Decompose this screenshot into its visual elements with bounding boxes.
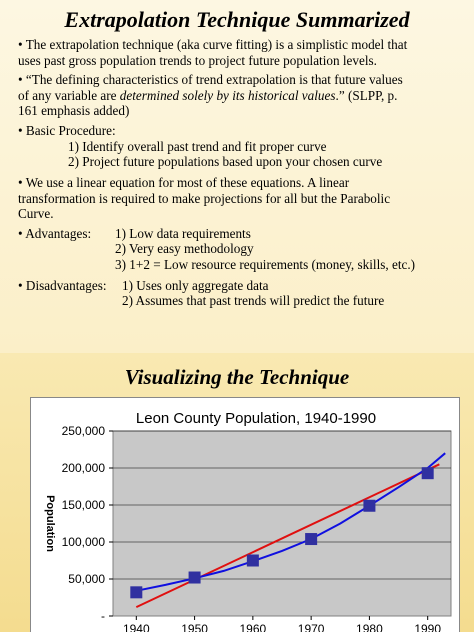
bullet-text: “The defining characteristics of trend e… (25, 72, 403, 88)
bullet-text: of any variable are (18, 87, 120, 103)
emphasized-text: determined solely by its historical valu… (119, 87, 336, 103)
bullet-marker: • (18, 225, 23, 241)
y-tick-label: 50,000 (68, 572, 105, 586)
bullet-basic-procedure: • Basic Procedure: 1) Identify overall p… (18, 123, 458, 171)
advantage-item: 2) Very easy methodology (115, 241, 254, 257)
bullet-text: Curve. (18, 206, 54, 222)
slide-title-visualizing: Visualizing the Technique (124, 365, 350, 389)
data-point (305, 533, 318, 546)
y-axis-label: Population (44, 495, 56, 552)
population-chart: Leon County Population, 1940-1990 Popula… (44, 410, 452, 632)
data-point (188, 571, 201, 584)
bullet-text: We use a linear equation for most of the… (25, 174, 350, 190)
bullet-marker: • (18, 72, 23, 88)
disadvantage-item: 1) Uses only aggregate data (122, 277, 269, 293)
data-point (130, 586, 143, 599)
y-tick-label: 150,000 (62, 498, 106, 512)
data-point (421, 467, 434, 480)
advantage-item: 1) Low data requirements (115, 225, 251, 241)
bullet-heading: Disadvantages: (25, 277, 107, 293)
bullet-text: The extrapolation technique (aka curve f… (25, 37, 408, 52)
slide-extrapolation-summary (0, 0, 474, 353)
bullet-extrapolation-definition: • The extrapolation technique (aka curve… (18, 37, 458, 68)
x-tick-label: 1960 (240, 622, 267, 632)
bullet-linear-equation: • We use a linear equation for most of t… (18, 175, 458, 222)
x-tick-label: 1940 (123, 622, 150, 632)
x-tick-label: 1950 (181, 622, 208, 632)
plot-area (112, 430, 452, 617)
disadvantage-item: 2) Assumes that past trends will predict… (122, 293, 385, 309)
bullet-text: 161 emphasis added) (18, 103, 130, 119)
bullet-heading: Basic Procedure: (25, 122, 116, 138)
slide-title: Extrapolation Technique Summarized (64, 7, 410, 32)
procedure-step: 2) Project future populations based upon… (68, 154, 383, 170)
bullet-marker: • (18, 37, 23, 52)
y-tick-label: 100,000 (62, 535, 106, 549)
bullet-text: transformation is required to make proje… (18, 190, 391, 206)
data-point (363, 499, 376, 512)
advantage-item: 3) 1+2 = Low resource requirements (mone… (115, 256, 416, 272)
bullet-text: .” (SLPP, p. (335, 87, 398, 103)
bullet-advantages: • Advantages: 1) Low data requirements 2… (18, 226, 458, 274)
bullet-marker: • (18, 174, 23, 190)
y-tick-label: 200,000 (62, 461, 106, 475)
y-tick-label: - (101, 609, 105, 623)
bullet-heading: Advantages: (25, 225, 92, 241)
linear-trend-line (135, 463, 440, 609)
procedure-step: 1) Identify overall past trend and fit p… (68, 138, 327, 154)
chart-frame: Leon County Population, 1940-1990 Popula… (30, 397, 460, 632)
bullet-text: uses past gross population trends to pro… (18, 52, 377, 68)
bullet-marker: • (18, 277, 23, 293)
bullet-disadvantages: • Disadvantages: 1) Uses only aggregate … (18, 278, 458, 310)
bullet-marker: • (18, 122, 23, 138)
x-tick-label: 1970 (298, 622, 325, 632)
chart-title: Leon County Population, 1940-1990 (136, 410, 376, 427)
x-tick-label: 1990 (414, 622, 441, 632)
bullet-list: • The extrapolation technique (aka curve… (18, 37, 458, 314)
data-point (246, 554, 259, 567)
y-tick-label: 250,000 (62, 424, 106, 438)
bullet-quote: • “The defining characteristics of trend… (18, 72, 458, 119)
x-tick-label: 1980 (356, 622, 383, 632)
